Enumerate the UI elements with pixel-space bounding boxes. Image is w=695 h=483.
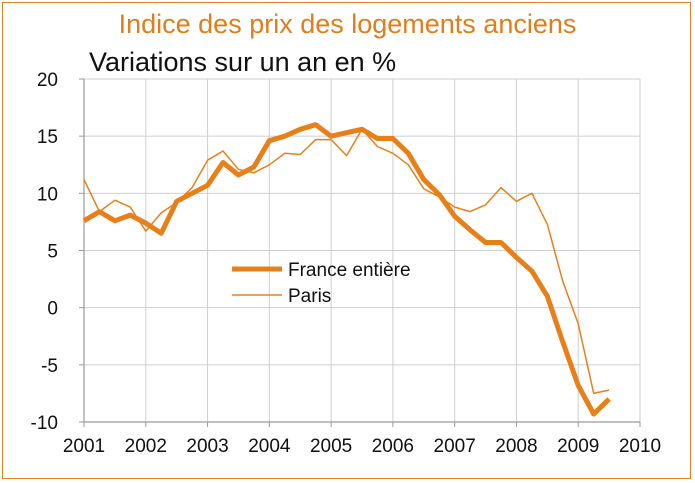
series-line-france [82,122,611,417]
x-tick-label: 2007 [434,436,476,457]
y-tick-label: 10 [37,184,58,205]
chart-subtitle: Variations sur un an en % [89,47,397,77]
y-tick-label: 20 [37,70,58,91]
series-line-paris [83,128,610,395]
y-tick-label: 5 [47,242,58,263]
x-tick-label: 2005 [310,436,352,457]
legend-label-paris: Paris [288,286,331,307]
x-tick-label: 2006 [372,436,414,457]
legend-label-france: France entière [288,260,411,281]
chart-title: Indice des prix des logements anciens [118,9,577,39]
y-tick-label: -10 [31,413,58,434]
y-tick-label: 0 [47,299,58,320]
x-tick-label: 2001 [63,436,105,457]
series-lines [82,122,611,417]
x-tick-label: 2008 [495,436,537,457]
legend: France entière Paris [232,260,411,307]
x-tick-label: 2002 [125,436,167,457]
x-tick-labels: 2001 2002 2003 2004 2005 2006 2007 2008 2009 2010 [63,436,661,457]
y-tick-label: -5 [41,356,58,377]
x-tick-label: 2004 [248,436,291,457]
y-tick-label: 15 [37,127,58,148]
x-tick-label: 2010 [619,436,661,457]
y-tick-labels: 20 15 10 5 0 -5 -10 [31,70,58,434]
x-tick-label: 2009 [557,436,599,457]
axes [79,78,641,427]
chart-frame: Indice des prix des logements anciens Va… [2,2,691,479]
x-tick-label: 2003 [186,436,228,457]
